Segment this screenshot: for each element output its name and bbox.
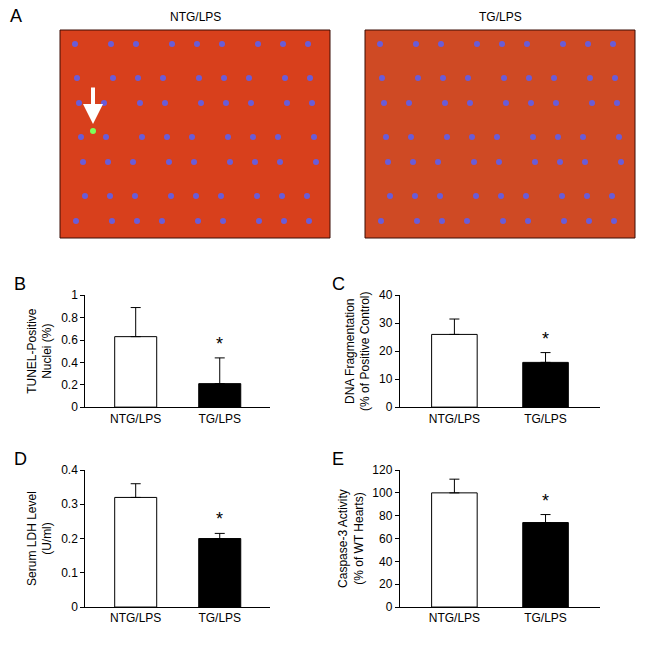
svg-text:TG/LPS: TG/LPS (524, 412, 567, 426)
svg-text:40: 40 (379, 288, 393, 302)
svg-text:DNA Fragmentation(% of Positiv: DNA Fragmentation(% of Positive Control) (343, 292, 373, 411)
svg-text:0.2: 0.2 (61, 532, 78, 546)
svg-text:0: 0 (386, 400, 393, 414)
svg-text:*: * (216, 509, 223, 529)
svg-text:TG/LPS: TG/LPS (198, 611, 241, 625)
svg-text:1: 1 (71, 288, 78, 302)
svg-text:C: C (332, 274, 345, 294)
svg-text:0.4: 0.4 (61, 356, 78, 370)
svg-text:80: 80 (379, 509, 393, 523)
svg-text:TG/LPS: TG/LPS (524, 611, 567, 625)
svg-text:TG/LPS: TG/LPS (479, 10, 522, 24)
svg-text:0: 0 (71, 400, 78, 414)
svg-text:*: * (542, 329, 549, 349)
svg-text:NTG/LPS: NTG/LPS (110, 611, 161, 625)
svg-text:0.4: 0.4 (61, 463, 78, 477)
svg-text:0.1: 0.1 (61, 566, 78, 580)
svg-text:E: E (332, 449, 344, 469)
svg-text:NTG/LPS: NTG/LPS (170, 10, 221, 24)
svg-text:*: * (542, 491, 549, 511)
svg-text:0.8: 0.8 (61, 311, 78, 325)
svg-text:B: B (14, 274, 26, 294)
svg-text:TUNEL-PositiveNuclei (%): TUNEL-PositiveNuclei (%) (25, 308, 55, 394)
svg-text:NTG/LPS: NTG/LPS (429, 412, 480, 426)
svg-text:20: 20 (379, 577, 393, 591)
svg-text:0: 0 (71, 600, 78, 614)
svg-text:10: 10 (379, 372, 393, 386)
svg-text:20: 20 (379, 344, 393, 358)
svg-text:0.2: 0.2 (61, 378, 78, 392)
svg-text:*: * (216, 334, 223, 354)
svg-text:30: 30 (379, 316, 393, 330)
svg-text:NTG/LPS: NTG/LPS (429, 611, 480, 625)
svg-text:Serum LDH Level(U/ml): Serum LDH Level(U/ml) (25, 491, 55, 586)
svg-text:A: A (10, 6, 22, 26)
svg-text:60: 60 (379, 532, 393, 546)
svg-text:0.3: 0.3 (61, 497, 78, 511)
svg-text:Caspase-3 Activity(% of WT Hea: Caspase-3 Activity(% of WT Hearts) (336, 489, 366, 588)
svg-text:0: 0 (386, 600, 393, 614)
svg-text:0.6: 0.6 (61, 333, 78, 347)
svg-text:120: 120 (372, 463, 392, 477)
svg-text:100: 100 (372, 486, 392, 500)
svg-text:TG/LPS: TG/LPS (198, 412, 241, 426)
svg-text:D: D (14, 449, 27, 469)
svg-text:NTG/LPS: NTG/LPS (110, 412, 161, 426)
svg-text:40: 40 (379, 555, 393, 569)
